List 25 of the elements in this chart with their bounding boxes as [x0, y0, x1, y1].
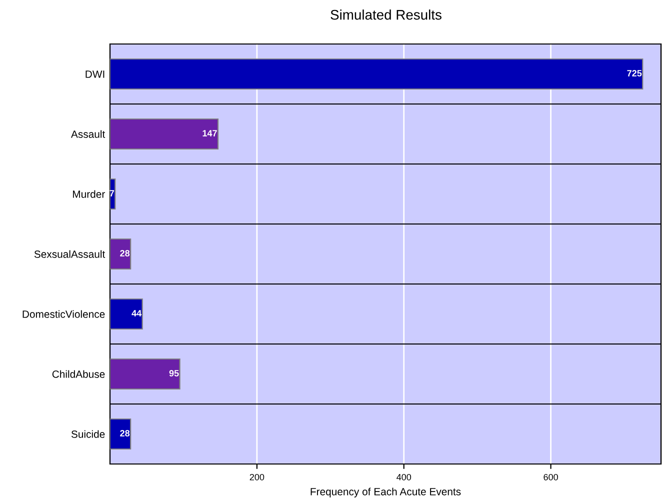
y-tick-label: Murder	[73, 190, 105, 198]
y-tick-label: DomesticViolence	[22, 310, 105, 318]
bar	[110, 178, 116, 210]
x-tick-label: 400	[396, 474, 412, 480]
bar	[110, 118, 219, 150]
data-label: 44	[132, 310, 142, 316]
bar	[110, 358, 180, 390]
data-label: 95	[169, 370, 179, 376]
y-tick-label: ChildAbuse	[52, 370, 105, 378]
data-label: 725	[627, 70, 642, 76]
x-tick-label: 200	[250, 474, 264, 480]
data-label: 28	[120, 250, 130, 256]
data-label: 28	[120, 430, 130, 436]
y-tick-label: Suicide	[71, 430, 105, 438]
y-tick-label: DWI	[86, 70, 104, 78]
bar	[110, 418, 132, 450]
y-tick-label: SexsualAssault	[34, 250, 106, 258]
bar	[110, 58, 644, 90]
data-label: 147	[202, 130, 217, 136]
bar	[110, 238, 132, 270]
bar	[110, 298, 143, 330]
x-tick-label: 600	[544, 474, 558, 480]
chart-title: Simulated Results	[330, 10, 442, 20]
x-axis-title: Frequency of Each Acute Events	[310, 488, 461, 498]
y-tick-label: Assault	[71, 130, 106, 138]
